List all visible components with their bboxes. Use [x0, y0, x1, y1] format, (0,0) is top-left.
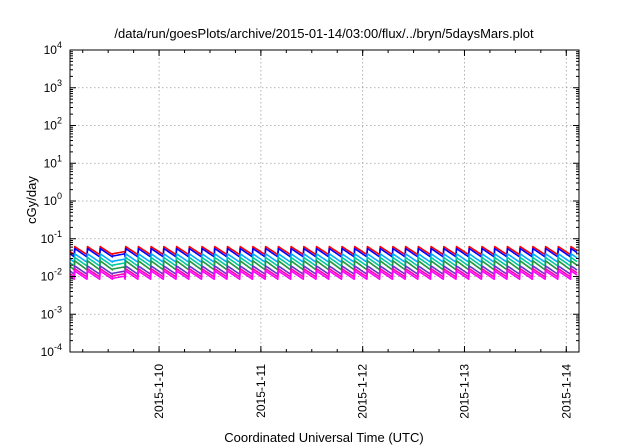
- series-line-3: [70, 253, 578, 263]
- x-tick-label: 2015-1-11: [254, 364, 268, 418]
- y-tick-base: 10: [41, 270, 55, 284]
- y-tick-exponent: 2: [57, 116, 62, 126]
- x-tick-label: 2015-1-12: [356, 364, 370, 419]
- y-tick-label: 100: [44, 191, 62, 208]
- y-tick-base: 10: [44, 119, 58, 133]
- y-tick-base: 10: [44, 43, 58, 57]
- y-tick-label: 10-2: [41, 267, 62, 284]
- y-tick-exponent: -2: [54, 267, 62, 277]
- y-tick-exponent: 1: [57, 153, 62, 163]
- y-tick-label: 101: [44, 153, 62, 170]
- y-axis-label: cGy/day: [24, 176, 39, 224]
- y-tick-label: 102: [44, 116, 62, 133]
- y-tick-exponent: 4: [57, 40, 62, 50]
- x-tick-label: 2015-1-13: [457, 364, 471, 419]
- y-tick-exponent: -3: [54, 304, 62, 314]
- y-tick-label: 104: [44, 40, 62, 57]
- y-tick-base: 10: [41, 232, 55, 246]
- y-tick-base: 10: [44, 194, 58, 208]
- y-tick-exponent: 3: [57, 78, 62, 88]
- y-tick-base: 10: [41, 307, 55, 321]
- y-tick-base: 10: [41, 345, 55, 359]
- y-tick-exponent: -4: [54, 342, 62, 352]
- grid: [70, 50, 579, 352]
- y-tick-base: 10: [44, 81, 58, 95]
- y-tick-base: 10: [44, 156, 58, 170]
- y-tick-exponent: -1: [54, 229, 62, 239]
- y-tick-label: 10-3: [41, 304, 62, 321]
- x-axis-label: Coordinated Universal Time (UTC): [224, 430, 423, 445]
- y-tick-exponent: 0: [57, 191, 62, 201]
- x-tick-label: 2015-1-10: [152, 364, 166, 419]
- x-tick-label: 2015-1-14: [559, 364, 573, 419]
- series-line-8: [70, 270, 578, 280]
- series-layer: [70, 245, 578, 280]
- y-tick-label: 10-1: [41, 229, 62, 246]
- chart-title: /data/run/goesPlots/archive/2015-01-14/0…: [114, 26, 534, 41]
- x-axis: 2015-1-10 2015-1-11 2015-1-12 2015-1-13 2015…: [82, 50, 573, 419]
- y-tick-label: 10-4: [41, 342, 62, 359]
- y-tick-label: 103: [44, 78, 62, 95]
